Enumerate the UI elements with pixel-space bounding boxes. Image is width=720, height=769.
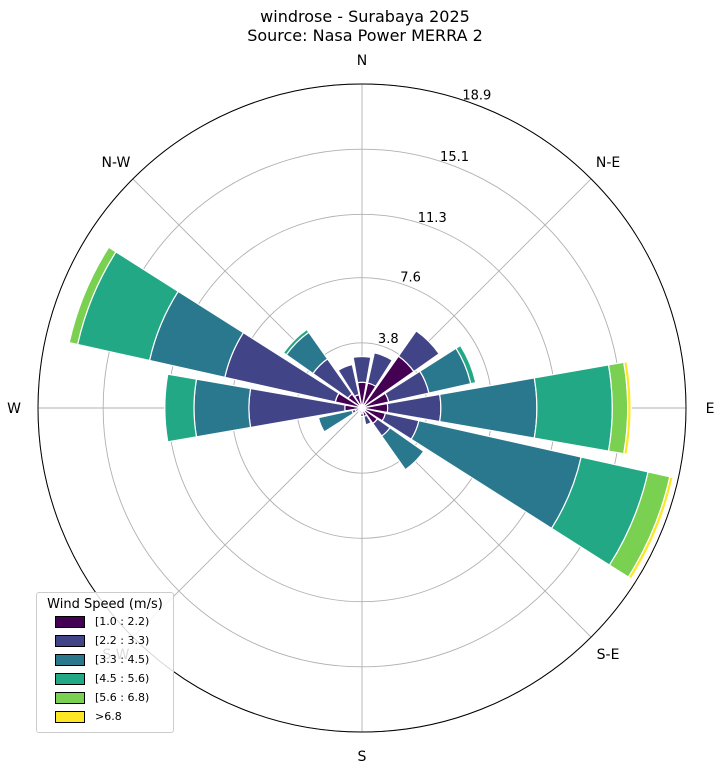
wedge-ESE-bin-5	[627, 476, 674, 580]
wedge-SE-bin-2	[380, 426, 425, 471]
legend-label: >6.8	[95, 710, 122, 723]
legend-label: [5.6 : 6.8)	[95, 691, 150, 704]
direction-label-N-E: N-E	[596, 155, 620, 171]
wedge-S-bin-1	[359, 412, 365, 418]
legend-swatch	[55, 672, 85, 685]
wedge-group-ESE	[361, 407, 674, 580]
radial-tick-label: 18.9	[462, 89, 491, 104]
wedge-group-NNW	[337, 363, 363, 409]
wedge-group-W	[164, 373, 363, 443]
wedge-N-bin-1	[352, 355, 372, 384]
direction-label-S: S	[358, 749, 367, 765]
wedge-group-NW	[282, 328, 363, 409]
legend-label: [2.2 : 3.3)	[95, 634, 150, 647]
wedge-group-ENE	[361, 344, 477, 409]
legend-item: [1.0 : 2.2)	[55, 612, 173, 631]
legend-swatch	[55, 634, 85, 647]
polar-frame	[37, 83, 687, 733]
chart-title: windrose - Surabaya 2025	[260, 7, 470, 26]
legend-swatch	[55, 710, 85, 723]
legend-item: [2.2 : 3.3)	[55, 631, 173, 650]
legend-item: >6.8	[55, 707, 173, 726]
legend-label: [4.5 : 5.6)	[95, 672, 150, 685]
wedge-group-NNE	[361, 352, 394, 409]
direction-label-S-E: S-E	[597, 647, 620, 663]
wedge-WNW-bin-4	[68, 246, 117, 346]
wedge-W-bin-3	[164, 373, 198, 443]
direction-label-W: W	[7, 401, 21, 417]
wedge-WSW-bin-2	[317, 409, 355, 433]
wedge-E-bin-5	[623, 361, 632, 455]
wedge-group-N	[352, 355, 372, 409]
radial-tick-label: 7.6	[400, 271, 421, 286]
wedge-group-WNW	[68, 246, 363, 409]
radial-tick-label: 15.1	[440, 150, 469, 165]
wedge-group-E	[361, 361, 632, 455]
radial-tick-label: 11.3	[418, 211, 447, 226]
legend-items: [1.0 : 2.2) [2.2 : 3.3) [3.3 : 4.5) [4.5 : …	[37, 612, 173, 726]
direction-label-N-W: N-W	[102, 155, 131, 171]
legend-item: [5.6 : 6.8)	[55, 688, 173, 707]
legend-swatch	[55, 615, 85, 628]
chart-subtitle: Source: Nasa Power MERRA 2	[247, 26, 483, 45]
legend-item: [3.3 : 4.5)	[55, 650, 173, 669]
wedge-W-bin-2	[193, 378, 252, 438]
wedge-NNE-bin-1	[366, 352, 394, 388]
wedge-NNW-bin-1	[337, 363, 360, 398]
legend-title: Wind Speed (m/s)	[47, 597, 163, 612]
wedge-E-bin-3	[533, 364, 613, 452]
radial-tick-label: 3.8	[378, 332, 399, 347]
direction-label-N: N	[357, 53, 367, 69]
legend-label: [3.3 : 4.5)	[95, 653, 150, 666]
wedge-group-SE	[361, 407, 425, 471]
wedge-NW-bin-3	[282, 328, 310, 356]
legend-label: [1.0 : 2.2)	[95, 615, 150, 628]
legend: Wind Speed (m/s) [1.0 : 2.2) [2.2 : 3.3)[…	[36, 592, 174, 733]
wedge-SSE-bin-1	[363, 414, 373, 426]
legend-swatch	[55, 653, 85, 666]
wedge-NE-bin-1	[397, 330, 440, 373]
wedge-group-NE	[361, 330, 440, 409]
wedge-ENE-bin-3	[455, 344, 477, 385]
legend-swatch	[55, 691, 85, 704]
direction-label-E: E	[706, 401, 715, 417]
legend-item: [4.5 : 5.6)	[55, 669, 173, 688]
